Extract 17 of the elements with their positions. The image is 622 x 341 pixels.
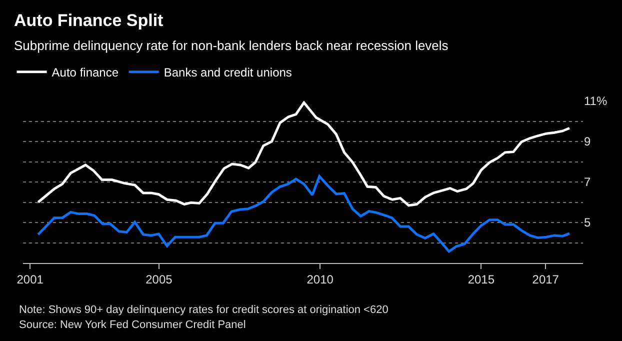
chart-subtitle: Subprime delinquency rate for non-bank lenders back near recession levels	[14, 38, 449, 53]
legend-label: Banks and credit unions	[164, 66, 292, 80]
x-tick-label: 2015	[468, 272, 495, 286]
x-tick-label: 2005	[146, 272, 173, 286]
line-series	[36, 175, 571, 253]
text: Note: Shows 90+ day delinquency rates for credit scores at origination <620	[19, 304, 388, 316]
x-tick-label: 2017	[532, 272, 560, 286]
source-note: Source: New York Fed Consumer Credit Panel	[19, 319, 246, 331]
y-tick-label: 11%	[584, 94, 608, 108]
legend-label: Auto finance	[52, 66, 119, 80]
x-tick-label: 2001	[16, 272, 44, 286]
y-tick-label: 9	[584, 134, 591, 149]
x-tick-label: 2010	[306, 272, 334, 286]
line-series	[36, 101, 571, 207]
chart-title: Auto Finance Split	[14, 11, 164, 30]
y-tick-label: 5	[584, 216, 591, 230]
y-tick-label: 7	[584, 175, 591, 190]
